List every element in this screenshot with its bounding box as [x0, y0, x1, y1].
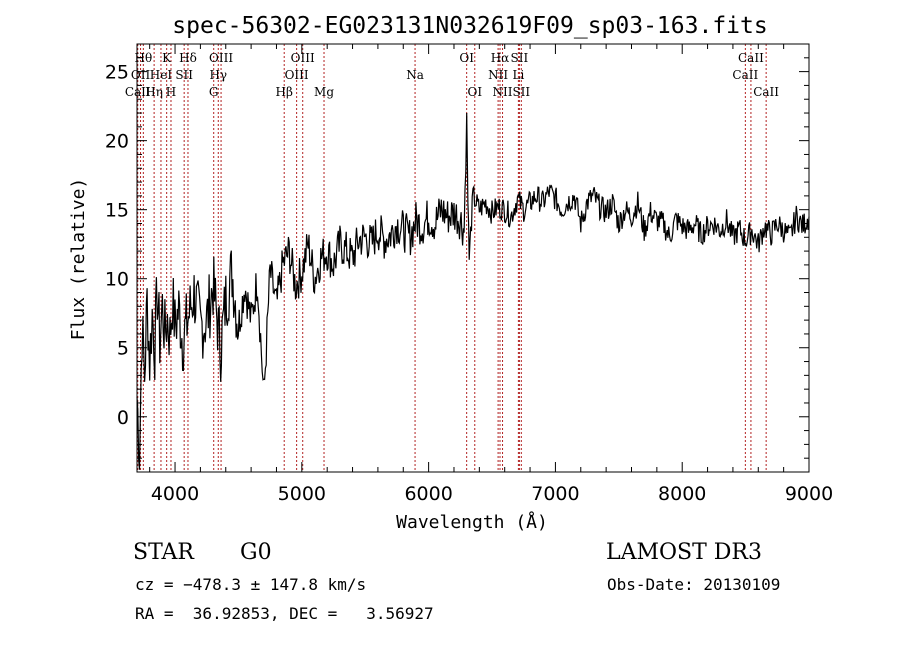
line-label-li: Li: [512, 68, 524, 82]
line-label-oi-6300: OI: [459, 51, 474, 65]
line-label-nii-6583: NII: [493, 85, 513, 99]
line-label-na: Na: [406, 68, 424, 82]
line-label-caii-8542: CaII: [738, 51, 764, 65]
line-label-caii-8498: CaII: [732, 68, 758, 82]
line-label-oi-6364: OI: [467, 85, 482, 99]
line-label-h: H: [166, 85, 176, 99]
survey-name: LAMOST DR3: [606, 540, 762, 565]
x-axis-ticks: 4000 5000 6000 7000 8000 9000: [149, 44, 833, 505]
chart-title: spec-56302-EG023131N032619F09_sp03-163.f…: [172, 13, 767, 39]
line-label-oii: OII: [131, 68, 151, 82]
line-label-oiii-5007: OIII: [291, 51, 315, 65]
x-tick-label: 5000: [278, 483, 326, 505]
line-label-h-alpha: Hα: [491, 51, 510, 65]
line-label-k: K: [162, 51, 172, 65]
flux-series-line: [136, 112, 810, 470]
line-label-caii-8662: CaII: [753, 85, 779, 99]
y-tick-label: 25: [105, 62, 129, 84]
line-label-sii-6716: SII: [511, 51, 529, 65]
object-subclass: G0: [240, 540, 272, 565]
x-tick-label: 9000: [785, 483, 833, 505]
coordinates: RA = 36.92853, DEC = 3.56927: [135, 604, 434, 623]
y-axis-ticks: 0 5 10 15 20 25: [105, 43, 809, 459]
y-axis-label: Flux (relative): [68, 178, 89, 341]
plot-frame: [136, 43, 810, 473]
line-label-h-beta: Hβ: [276, 85, 293, 99]
redshift-velocity: cz = −478.3 ± 147.8 km/s: [135, 575, 367, 594]
x-axis-label: Wavelength (Å): [396, 511, 548, 533]
line-label-sii-4072: SII: [175, 68, 193, 82]
line-label-h-theta: Hθ: [134, 51, 152, 65]
line-label-hei: HeI: [150, 68, 173, 82]
y-tick-label: 10: [105, 269, 129, 291]
y-tick-label: 0: [117, 407, 129, 429]
line-label-h-eta: Hη: [145, 85, 163, 99]
y-tick-label: 20: [105, 131, 129, 153]
line-label-h-delta: Hδ: [179, 51, 197, 65]
line-label-caii h: CaII: [125, 85, 151, 99]
line-label-sii-6731: SII: [512, 85, 530, 99]
object-class: STAR: [133, 540, 194, 565]
line-label-mg: Mg: [314, 85, 334, 99]
line-label-nii-6548: NII: [488, 68, 508, 82]
line-label-g: G: [209, 85, 219, 99]
line-label-oiii-4959: OIII: [285, 68, 309, 82]
spectral-line-labels: CaII OII Hθ Hη HeI K H SII Hδ G Hγ OIII Hβ OIII OIII Mg…: [125, 51, 779, 99]
line-label-h-gamma: Hγ: [209, 68, 227, 82]
y-tick-label: 15: [105, 200, 129, 222]
line-label-oiii-4363: OIII: [209, 51, 233, 65]
x-tick-label: 4000: [151, 483, 199, 505]
observation-date: Obs-Date: 20130109: [607, 575, 781, 594]
x-tick-label: 7000: [531, 483, 579, 505]
y-tick-label: 5: [117, 338, 129, 360]
x-tick-label: 6000: [404, 483, 452, 505]
x-tick-label: 8000: [658, 483, 706, 505]
